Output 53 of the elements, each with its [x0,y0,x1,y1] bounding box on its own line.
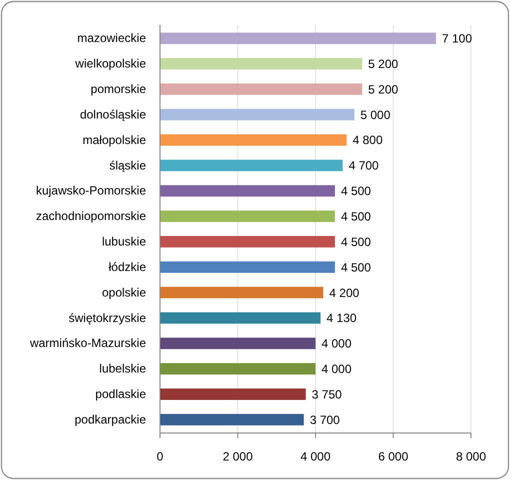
data-label: 4 130 [326,311,357,326]
bar [160,286,324,298]
bar [160,388,306,400]
y-tick-label: zachodniopomorskie [36,209,146,224]
bar [160,58,362,70]
bar [160,312,321,324]
y-tick-label: opolskie [102,285,146,300]
data-label: 4 700 [348,158,380,173]
data-label: 3 750 [312,387,342,402]
data-label: 4 500 [340,209,372,224]
y-tick-label: pomorskie [90,82,146,96]
bar [160,32,436,44]
x-tick-label: 6 000 [378,450,409,464]
data-label: 3 700 [310,412,340,427]
bar [160,414,304,426]
x-tick-label: 0 [156,450,164,464]
y-tick-label: lubuskie [102,234,146,249]
bar [160,210,335,222]
data-label: 4 800 [352,133,383,148]
bar [160,236,335,248]
y-tick-label: dolnośląskie [80,107,146,122]
data-label: 7 100 [442,32,472,46]
bar [160,160,343,172]
data-label: 4 500 [340,184,372,198]
data-label: 4 000 [322,336,352,351]
y-tick-label: podkarpackie [74,412,146,426]
x-tick-label: 4 000 [300,450,331,464]
bar [160,83,362,95]
data-label: 4 000 [322,362,352,376]
y-tick-label: łódzkie [108,260,146,274]
data-label: 4 200 [329,286,360,300]
bar [160,134,347,146]
bar [160,338,316,350]
data-label: 5 200 [368,82,399,96]
x-tick-label: 2 000 [222,450,254,464]
bar [160,261,335,273]
data-label: 4 500 [340,260,372,274]
data-label: 5 200 [368,56,399,71]
data-label: 5 000 [360,108,391,122]
data-label: 4 500 [340,234,372,249]
y-tick-label: kujawsko-Pomorskie [36,184,146,198]
y-tick-label: lubelskie [99,362,146,376]
y-tick-label: śląskie [109,158,146,172]
y-tick-label: wielkopolskie [74,56,146,71]
y-tick-label: świętokrzyskie [68,310,146,325]
y-tick-label: małopolskie [82,132,146,147]
y-tick-label: podlaskie [95,387,146,402]
bar [160,108,354,120]
bar [160,185,335,197]
x-tick-label: 8 000 [456,450,486,464]
y-tick-label: warmińsko-Mazurskie [28,336,146,350]
bar [160,363,316,375]
y-tick-label: mazowieckie [77,31,146,46]
